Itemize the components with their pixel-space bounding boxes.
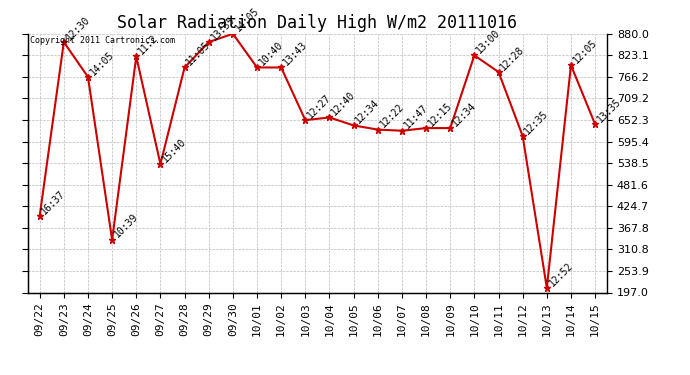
Text: 12:15: 12:15 — [426, 100, 454, 128]
Text: 13:35: 13:35 — [595, 96, 623, 124]
Text: 15:40: 15:40 — [160, 136, 188, 164]
Text: 14:05: 14:05 — [233, 6, 261, 34]
Text: 12:28: 12:28 — [498, 44, 526, 72]
Text: 12:40: 12:40 — [330, 90, 357, 117]
Text: 12:34: 12:34 — [353, 98, 382, 125]
Title: Solar Radiation Daily High W/m2 20111016: Solar Radiation Daily High W/m2 20111016 — [117, 14, 518, 32]
Text: 12:05: 12:05 — [571, 38, 599, 65]
Text: 13:00: 13:00 — [475, 27, 502, 56]
Text: Copyright 2011 Cartronics.com: Copyright 2011 Cartronics.com — [30, 36, 175, 45]
Text: 12:27: 12:27 — [305, 92, 333, 120]
Text: 10:40: 10:40 — [257, 40, 285, 68]
Text: 13:43: 13:43 — [282, 40, 309, 68]
Text: 13:35: 13:35 — [208, 14, 237, 42]
Text: 11:2: 11:2 — [136, 33, 160, 57]
Text: 12:34: 12:34 — [450, 100, 478, 128]
Text: 14:05: 14:05 — [88, 49, 116, 77]
Text: 16:37: 16:37 — [39, 188, 68, 216]
Text: 11:05: 11:05 — [184, 40, 213, 68]
Text: 11:47: 11:47 — [402, 103, 430, 131]
Text: 12:35: 12:35 — [523, 108, 551, 136]
Text: 10:39: 10:39 — [112, 212, 140, 240]
Text: 12:30: 12:30 — [63, 14, 92, 42]
Text: 12:52: 12:52 — [546, 260, 575, 288]
Text: 12:22: 12:22 — [378, 102, 406, 130]
